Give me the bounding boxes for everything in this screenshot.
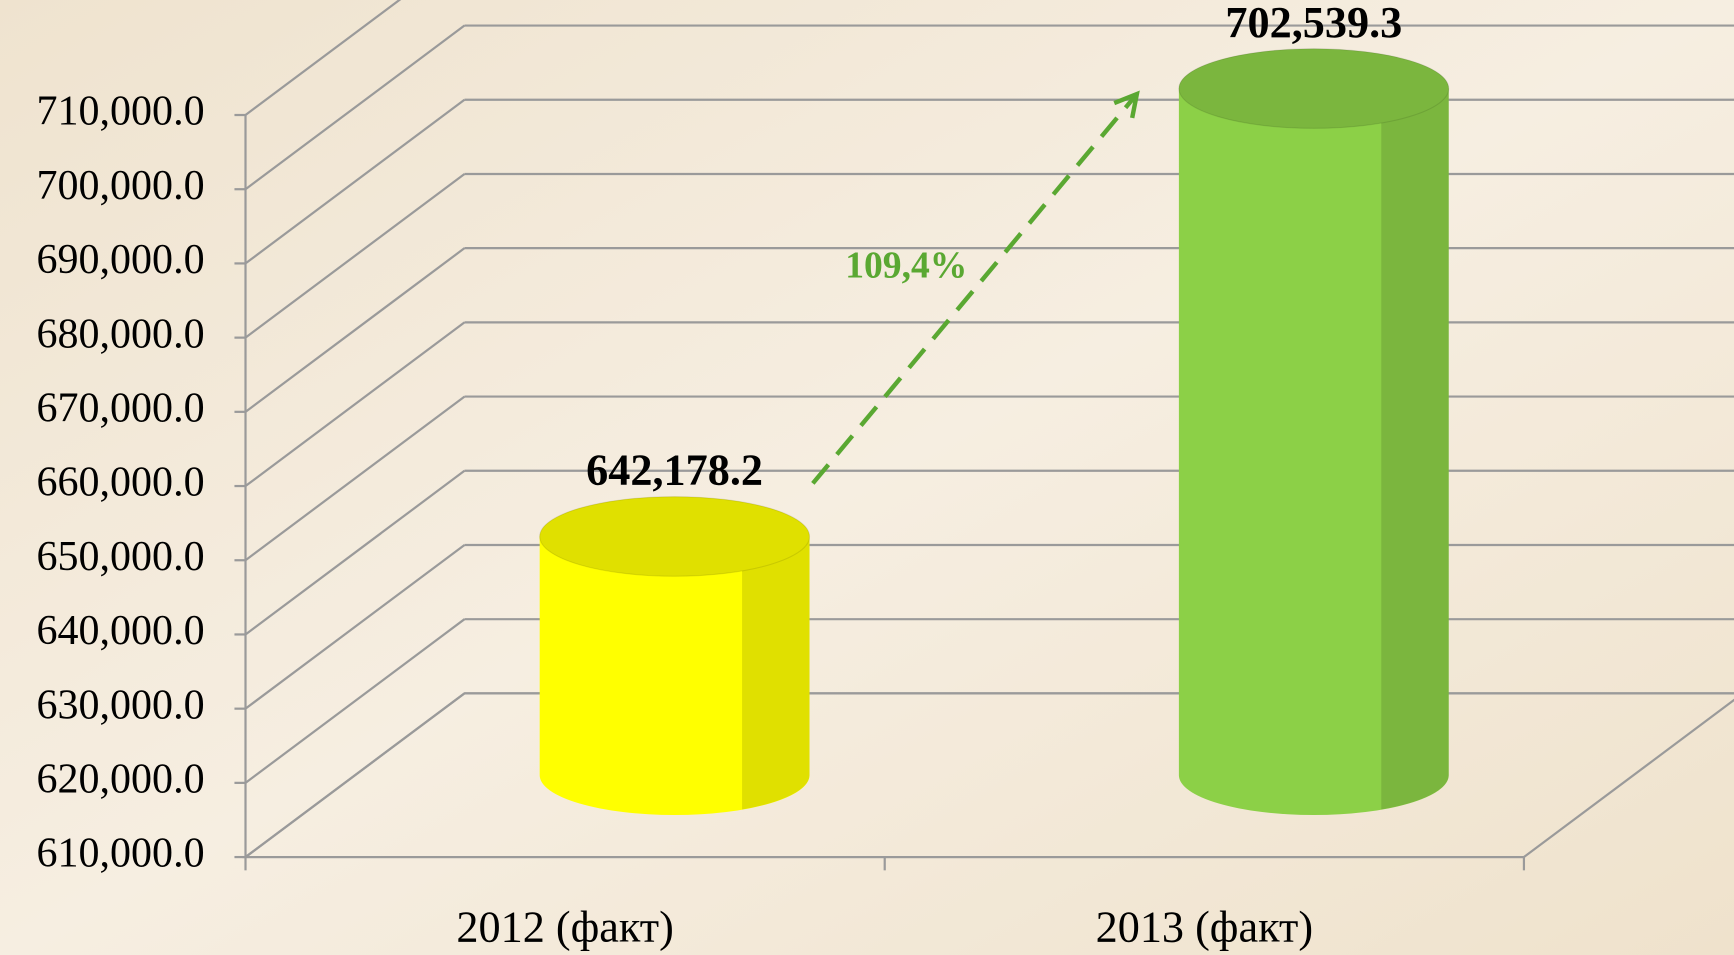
background xyxy=(0,0,1734,955)
annotation: 109,4% xyxy=(845,244,967,286)
y-tick-label: 640,000.0 xyxy=(37,608,205,654)
value-label: 702,539.3 xyxy=(1225,0,1402,47)
chart: 610,000.0 620,000.0 630,000.0 640,000.0 650,… xyxy=(0,0,1734,955)
y-tick-label: 700,000.0 xyxy=(37,163,205,209)
y-tick-label: 620,000.0 xyxy=(37,757,205,803)
bar-top-shade xyxy=(1179,49,1449,129)
x-tick-label: 2013 (факт) xyxy=(1096,902,1313,951)
y-tick-label: 670,000.0 xyxy=(37,385,205,431)
bar-shade xyxy=(1381,89,1448,810)
y-tick-label: 660,000.0 xyxy=(37,460,205,506)
y-tick-label: 610,000.0 xyxy=(37,831,205,877)
y-tick-label: 650,000.0 xyxy=(37,534,205,580)
y-tick-label: 630,000.0 xyxy=(37,682,205,728)
bar-top-shade xyxy=(540,497,810,577)
y-tick-label: 710,000.0 xyxy=(37,89,205,135)
value-label: 642,178.2 xyxy=(586,446,763,495)
bar-shade xyxy=(742,536,809,809)
y-tick-label: 680,000.0 xyxy=(37,311,205,357)
x-tick-label: 2012 (факт) xyxy=(456,902,673,951)
y-tick-label: 690,000.0 xyxy=(37,237,205,283)
